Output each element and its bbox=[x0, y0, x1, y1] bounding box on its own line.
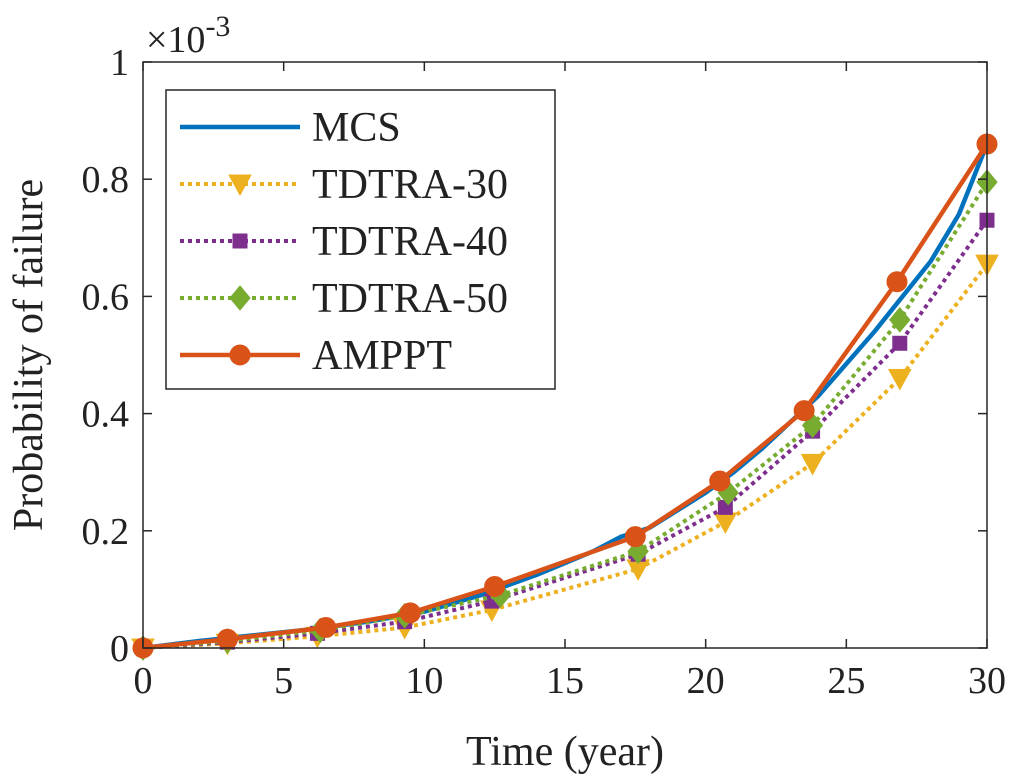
legend-marker-tdtra-40 bbox=[232, 233, 248, 249]
x-tick-label: 25 bbox=[827, 660, 865, 702]
data-point-tdtra-30 bbox=[800, 453, 825, 476]
y-tick-label: 1 bbox=[110, 42, 129, 84]
x-tick-label: 5 bbox=[274, 660, 293, 702]
legend-label-tdtra-50: TDTRA-50 bbox=[312, 276, 508, 322]
legend-item-tdtra-30: TDTRA-30 bbox=[180, 162, 508, 208]
data-point-amppt bbox=[709, 470, 731, 492]
y-tick-label: 0.8 bbox=[82, 159, 130, 201]
x-axis-label: Time (year) bbox=[466, 729, 664, 775]
y-tick-label: 0.6 bbox=[82, 276, 130, 318]
data-point-amppt bbox=[315, 616, 337, 638]
data-point-amppt bbox=[624, 526, 646, 548]
y-tick-label: 0.2 bbox=[82, 511, 130, 553]
legend: MCS TDTRA-30 TDTRA-40 TDTRA-50 AMPPT bbox=[165, 89, 556, 390]
x-tick-label: 0 bbox=[134, 660, 153, 702]
x-tick-label: 10 bbox=[405, 660, 443, 702]
series-line-amppt bbox=[142, 142, 989, 651]
data-point-tdtra-30 bbox=[887, 368, 912, 391]
data-point-tdtra-50 bbox=[889, 307, 911, 333]
series-line-tdtra-30 bbox=[142, 262, 989, 650]
legend-item-tdtra-40: TDTRA-40 bbox=[180, 219, 508, 265]
y-tick-label: 0 bbox=[110, 628, 129, 670]
legend-item-tdtra-50: TDTRA-50 bbox=[180, 276, 508, 322]
y-multiplier-base: ×10 bbox=[146, 19, 205, 61]
y-multiplier-label: ×10-3 bbox=[146, 10, 230, 61]
legend-item-amppt: AMPPT bbox=[180, 333, 452, 379]
x-tick-label: 20 bbox=[687, 660, 725, 702]
legend-label-tdtra-30: TDTRA-30 bbox=[312, 162, 508, 208]
data-point-amppt bbox=[793, 400, 815, 422]
data-point-amppt bbox=[484, 575, 506, 597]
legend-label-tdtra-40: TDTRA-40 bbox=[312, 219, 508, 265]
x-axis: 0 5 10 15 20 25 30 bbox=[134, 62, 1006, 702]
x-tick-label: 15 bbox=[546, 660, 584, 702]
legend-items: MCS TDTRA-30 TDTRA-40 TDTRA-50 AMPPT bbox=[180, 105, 508, 379]
legend-label-amppt: AMPPT bbox=[312, 333, 452, 379]
legend-label-mcs: MCS bbox=[312, 105, 401, 151]
legend-marker-amppt bbox=[229, 344, 251, 366]
legend-item-mcs: MCS bbox=[180, 105, 401, 151]
data-point-amppt bbox=[399, 602, 421, 624]
y-multiplier-exp: -3 bbox=[205, 10, 230, 43]
data-point-amppt bbox=[216, 628, 238, 650]
y-axis-label: Probability of failure bbox=[6, 179, 52, 531]
legend-marker-tdtra-50 bbox=[229, 285, 251, 311]
y-tick-label: 0.4 bbox=[82, 394, 130, 436]
data-point-amppt bbox=[886, 271, 908, 293]
legend-marker-tdtra-30 bbox=[228, 174, 252, 197]
data-point-tdtra-40 bbox=[892, 335, 908, 351]
y-axis: 0 0.2 0.4 0.6 0.8 1 bbox=[82, 42, 987, 670]
plot-area bbox=[131, 133, 999, 661]
x-tick-label: 30 bbox=[968, 660, 1006, 702]
